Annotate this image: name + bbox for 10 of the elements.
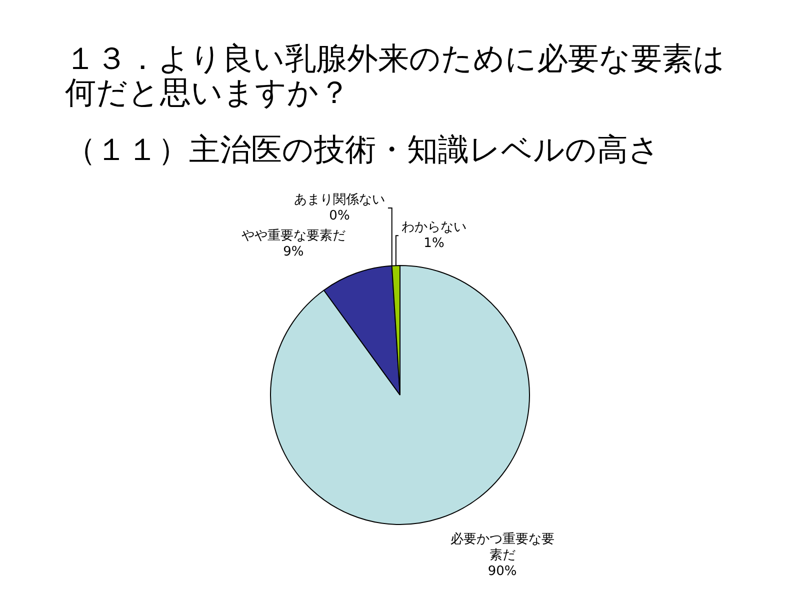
data-label: 9%	[283, 244, 304, 260]
data-label: 1%	[424, 236, 444, 251]
chart-subtitle: （１１）主治医の技術・知識レベルの高さ	[65, 132, 661, 168]
slice-label: 必要かつ重要な要素だ	[450, 532, 554, 563]
chart-title: １３．より良い乳腺外来のために必要な要素は何だと思いますか？	[65, 41, 726, 111]
slice-label: わからない	[401, 220, 466, 235]
category-label: あまり関係ない	[294, 192, 385, 208]
data-label: 90%	[488, 564, 517, 579]
slice-label: やや重要な要素だ	[241, 228, 346, 244]
text: 0%	[329, 208, 350, 224]
